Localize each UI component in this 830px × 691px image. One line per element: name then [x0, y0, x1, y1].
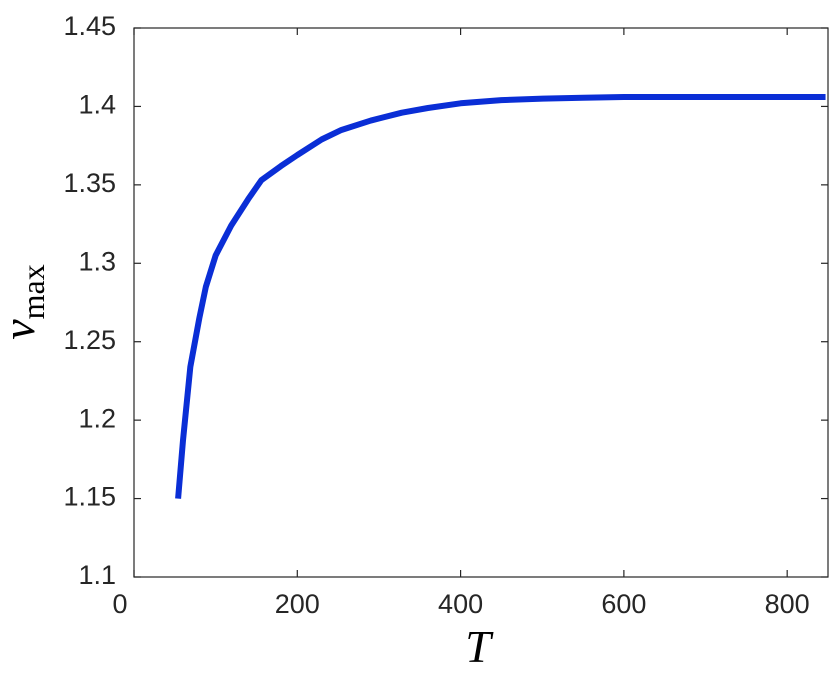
x-tick-label: 0: [112, 589, 127, 619]
y-tick-label: 1.1: [78, 560, 116, 590]
y-tick-label: 1.45: [63, 11, 116, 41]
x-tick-label: 400: [438, 589, 483, 619]
x-tick-label: 800: [765, 589, 810, 619]
y-tick-label: 1.25: [63, 325, 116, 355]
y-tick-label: 1.2: [78, 403, 116, 433]
y-axis-label: vmax: [0, 264, 51, 340]
y-label-subscript: max: [15, 264, 51, 319]
y-label-symbol: v: [0, 319, 44, 340]
x-axis-label: T: [465, 621, 494, 672]
plot-frame: [133, 27, 829, 578]
x-tick-label: 200: [275, 589, 320, 619]
y-tick-label: 1.35: [63, 168, 116, 198]
y-tick-label: 1.15: [63, 482, 116, 512]
data-line: [175, 94, 826, 499]
y-tick-label: 1.4: [78, 90, 116, 120]
x-tick-label: 600: [601, 589, 646, 619]
y-tick-label: 1.3: [78, 246, 116, 276]
